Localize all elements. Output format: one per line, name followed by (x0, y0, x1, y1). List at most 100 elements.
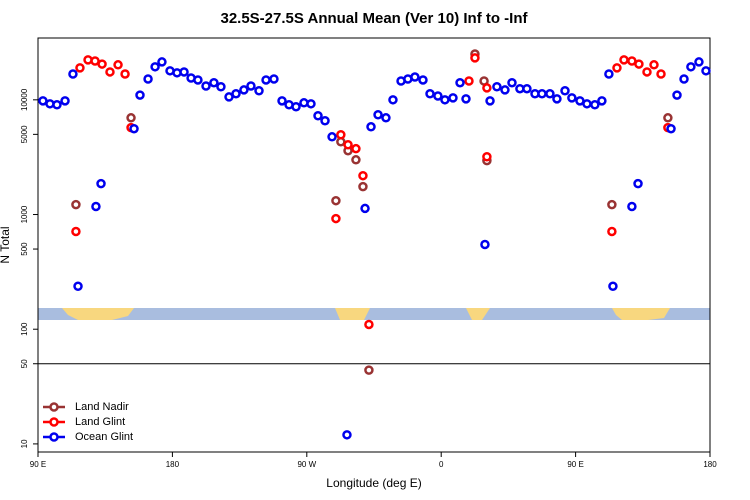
y-tick-label: 50 (20, 359, 29, 368)
data-point (607, 199, 617, 210)
x-tick-label: 90 E (30, 460, 46, 469)
data-point (73, 281, 83, 291)
data-point (492, 82, 502, 92)
land-mask-strip (38, 308, 710, 320)
data-point (455, 77, 465, 88)
data-point (686, 62, 696, 72)
data-point (331, 213, 341, 224)
data-point (590, 99, 600, 110)
plot-frame (37, 37, 711, 453)
data-point (351, 143, 361, 154)
data-point (627, 201, 637, 212)
data-point (157, 57, 167, 67)
data-point (193, 75, 203, 85)
data-point (482, 83, 492, 93)
x-tick-label: 180 (703, 460, 717, 469)
data-point (209, 77, 219, 88)
data-point (552, 94, 562, 104)
data-point (231, 88, 241, 99)
data-point (291, 102, 301, 112)
x-tick-label: 90 E (567, 460, 583, 469)
data-point (364, 365, 374, 375)
chart-title: 32.5S-27.5S Annual Mean (Ver 10) Inf to … (220, 10, 528, 27)
data-point (179, 67, 189, 77)
data-point (351, 155, 361, 165)
data-point (135, 90, 145, 100)
data-point (68, 69, 78, 79)
data-point (75, 63, 85, 73)
data-point (464, 76, 474, 86)
data-point (320, 116, 330, 126)
data-point (440, 95, 450, 105)
data-point (560, 85, 570, 96)
data-point (91, 201, 101, 212)
data-point (485, 96, 495, 106)
data-point (388, 95, 398, 105)
x-tick-label: 0 (439, 460, 444, 469)
data-point (545, 88, 555, 99)
data-point (597, 96, 607, 106)
land-strip (612, 308, 670, 320)
data-point (612, 63, 622, 73)
y-tick-label: 500 (20, 242, 29, 256)
data-point (642, 67, 652, 77)
legend-swatch (49, 417, 59, 427)
data-point (269, 74, 279, 84)
data-point (96, 178, 106, 189)
data-point (480, 239, 490, 250)
data-point (126, 113, 136, 123)
data-point (582, 99, 592, 109)
data-point (306, 99, 316, 109)
data-point (343, 139, 353, 150)
data-point (663, 113, 673, 123)
data-point (470, 53, 480, 63)
x-tick-label: 180 (166, 460, 180, 469)
data-point (261, 75, 271, 85)
data-point (701, 66, 711, 76)
legend-label: Land Nadir (75, 401, 129, 413)
data-point (608, 281, 618, 291)
data-point (239, 85, 249, 95)
data-point (666, 123, 676, 134)
data-point (60, 96, 70, 106)
data-point (254, 85, 264, 96)
data-point (656, 69, 666, 79)
legend-label: Ocean Glint (75, 431, 133, 443)
data-point (277, 96, 287, 106)
data-point (336, 130, 346, 140)
land-strip (335, 308, 370, 320)
y-tick-label: 10000 (20, 88, 29, 111)
data-point (522, 83, 532, 94)
x-tick-label: 90 W (297, 460, 316, 469)
data-point (364, 319, 374, 330)
y-tick-label: 5000 (20, 125, 29, 143)
data-point (418, 75, 428, 85)
data-point (672, 90, 682, 100)
data-point (358, 170, 368, 181)
data-point (461, 94, 471, 104)
data-point (97, 59, 107, 69)
data-point (604, 69, 614, 79)
y-tick-label: 100 (20, 322, 29, 336)
data-point (567, 93, 577, 103)
data-point (52, 99, 62, 110)
data-point (360, 203, 370, 214)
land-strip (62, 308, 134, 320)
data-point (425, 88, 435, 99)
legend-swatch (49, 432, 59, 442)
data-point (342, 430, 352, 440)
land-strip (466, 308, 490, 320)
data-point (331, 195, 341, 206)
data-point (410, 72, 420, 82)
data-point (71, 226, 81, 237)
data-point (482, 151, 492, 162)
data-point (366, 122, 376, 132)
data-point (500, 85, 510, 95)
data-point (507, 77, 517, 88)
data-point (607, 226, 617, 237)
data-point (120, 69, 130, 79)
data-point (71, 199, 81, 210)
data-point (113, 60, 123, 70)
data-point (129, 123, 139, 134)
data-point (313, 111, 323, 121)
